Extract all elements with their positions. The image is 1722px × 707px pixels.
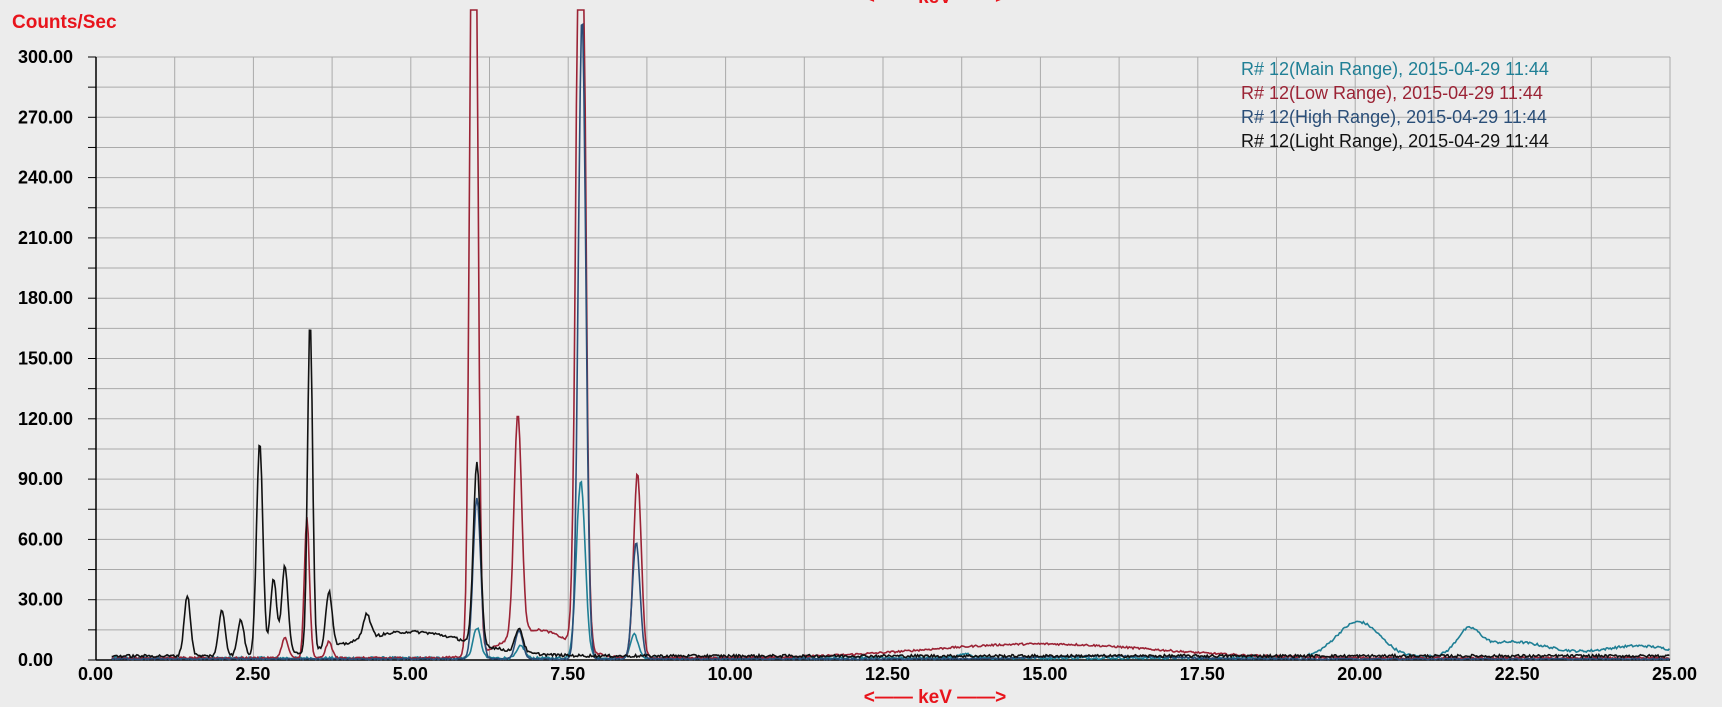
x-tick-label: 17.50 [1180, 664, 1225, 684]
x-tick-label: 12.50 [865, 664, 910, 684]
top-axis-label: <—— keV ——> [864, 0, 1007, 8]
legend-entry: R# 12(Low Range), 2015-04-29 11:44 [1241, 83, 1543, 103]
x-tick-label: 20.00 [1337, 664, 1382, 684]
x-tick-label: 15.00 [1022, 664, 1067, 684]
y-tick-label: 60.00 [18, 529, 63, 549]
series-line-2 [111, 22, 1670, 661]
y-axis-label: Counts/Sec [12, 12, 117, 33]
series-line-3 [111, 329, 1670, 660]
x-tick-label: 2.50 [235, 664, 270, 684]
legend: R# 12(Main Range), 2015-04-29 11:44 R# 12… [1241, 59, 1549, 151]
x-tick-label: 22.50 [1495, 664, 1540, 684]
tick-labels: 0.00 30.00 60.00 90.00 120.00 150.00 180.00 210… [18, 47, 1697, 684]
y-tick-label: 30.00 [18, 590, 63, 610]
y-tick-label: 0.00 [18, 650, 53, 670]
x-tick-label: 25.00 [1652, 664, 1697, 684]
legend-entry: R# 12(Main Range), 2015-04-29 11:44 [1241, 59, 1549, 79]
legend-entry: R# 12(High Range), 2015-04-29 11:44 [1241, 107, 1547, 127]
y-tick-label: 120.00 [18, 409, 73, 429]
y-tick-label: 240.00 [18, 168, 73, 188]
x-tick-label: 0.00 [78, 664, 113, 684]
y-tick-label: 150.00 [18, 349, 73, 369]
series-lines [111, 9, 1671, 661]
y-tick-label: 270.00 [18, 107, 73, 127]
x-tick-label: 10.00 [708, 664, 753, 684]
y-tick-label: 180.00 [18, 288, 73, 308]
x-tick-label: 7.50 [550, 664, 585, 684]
x-tick-label: 5.00 [393, 664, 428, 684]
y-tick-label: 90.00 [18, 469, 63, 489]
y-tick-label: 300.00 [18, 47, 73, 67]
x-axis-label: <—— keV ——> [864, 687, 1007, 707]
y-tick-label: 210.00 [18, 228, 73, 248]
legend-entry: R# 12(Light Range), 2015-04-29 11:44 [1241, 131, 1549, 151]
